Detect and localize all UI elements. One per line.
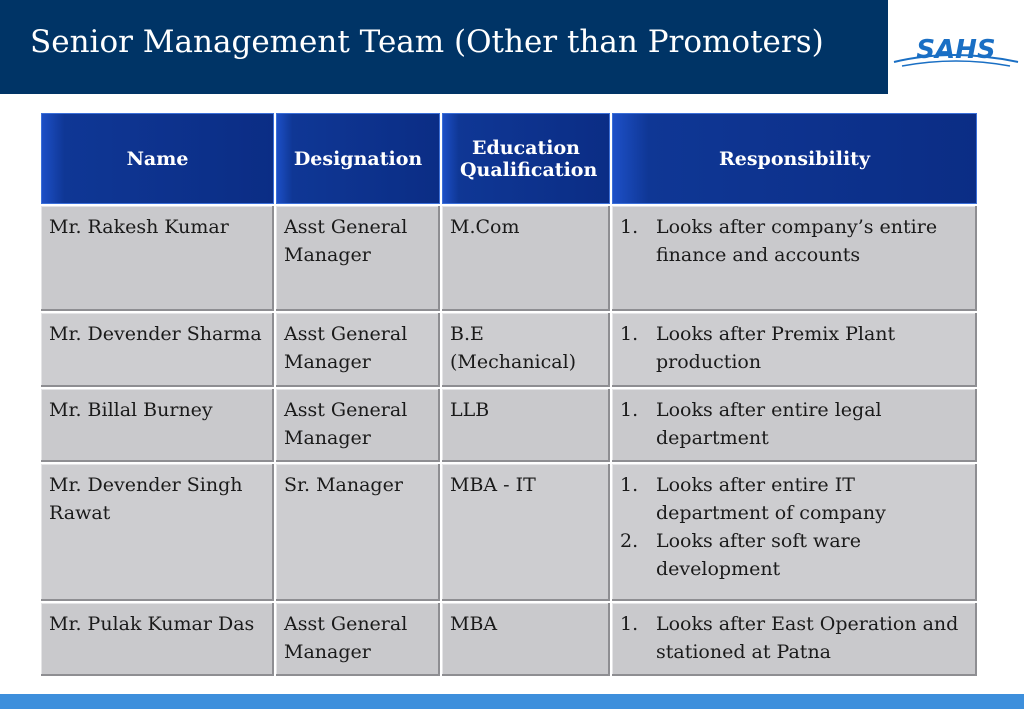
education-cell: LLB bbox=[442, 389, 610, 462]
responsibility-cell: 1. Looks after entire IT department of co… bbox=[612, 464, 977, 601]
table-row: Mr. Billal Burney Asst General Manager LLB… bbox=[41, 389, 977, 462]
list-item-number: 1. bbox=[620, 474, 639, 496]
column-header-education: Education Qualification bbox=[442, 113, 610, 204]
company-logo: SAHS bbox=[893, 35, 1019, 67]
table-row: Mr. Rakesh Kumar Asst General Manager M.Co… bbox=[41, 206, 977, 311]
name-cell: Mr. Devender Sharma bbox=[41, 313, 274, 387]
list-item-text: Looks after Premix Plant production bbox=[656, 323, 896, 373]
designation-cell: Asst General Manager bbox=[276, 206, 440, 311]
table-header-row: Name Designation Education Qualification… bbox=[41, 113, 977, 204]
list-item-number: 1. bbox=[620, 399, 639, 421]
column-header-responsibility: Responsibility bbox=[612, 113, 977, 204]
list-item: 1. Looks after company’s entire finance a… bbox=[620, 213, 969, 269]
list-item-text: Looks after East Operation and stationed… bbox=[656, 613, 959, 663]
bottom-bar bbox=[0, 694, 1024, 709]
responsibility-list: 1. Looks after entire IT department of co… bbox=[620, 471, 969, 583]
list-item-number: 1. bbox=[620, 613, 639, 635]
education-cell: MBA - IT bbox=[442, 464, 610, 601]
list-item: 1. Looks after Premix Plant production bbox=[620, 320, 969, 376]
title-bar: Senior Management Team (Other than Promo… bbox=[0, 0, 888, 94]
name-cell: Mr. Rakesh Kumar bbox=[41, 206, 274, 311]
table-row: Mr. Devender Singh Rawat Sr. Manager MBA -… bbox=[41, 464, 977, 601]
responsibility-list: 1. Looks after company’s entire finance a… bbox=[620, 213, 969, 269]
responsibility-cell: 1. Looks after company’s entire finance a… bbox=[612, 206, 977, 311]
responsibility-list: 1. Looks after entire legal department bbox=[620, 396, 969, 452]
designation-cell: Asst General Manager bbox=[276, 313, 440, 387]
table-row: Mr. Pulak Kumar Das Asst General Manager M… bbox=[41, 603, 977, 676]
list-item: 2. Looks after soft ware development bbox=[620, 527, 969, 583]
list-item-text: Looks after entire IT department of comp… bbox=[656, 474, 886, 524]
column-header-name: Name bbox=[41, 113, 274, 204]
education-cell: MBA bbox=[442, 603, 610, 676]
page-title: Senior Management Team (Other than Promo… bbox=[30, 24, 824, 60]
name-cell: Mr. Devender Singh Rawat bbox=[41, 464, 274, 601]
responsibility-list: 1. Looks after Premix Plant production bbox=[620, 320, 969, 376]
list-item-text: Looks after company’s entire finance and… bbox=[656, 216, 938, 266]
responsibility-list: 1. Looks after East Operation and station… bbox=[620, 610, 969, 666]
management-table: Name Designation Education Qualification… bbox=[39, 111, 979, 678]
name-cell: Mr. Pulak Kumar Das bbox=[41, 603, 274, 676]
list-item-number: 1. bbox=[620, 323, 639, 345]
logo-text: SAHS bbox=[916, 35, 995, 65]
table-row: Mr. Devender Sharma Asst General Manager B… bbox=[41, 313, 977, 387]
list-item: 1. Looks after East Operation and station… bbox=[620, 610, 969, 666]
list-item-number: 2. bbox=[620, 530, 639, 552]
name-cell: Mr. Billal Burney bbox=[41, 389, 274, 462]
table-body: Mr. Rakesh Kumar Asst General Manager M.Co… bbox=[41, 206, 977, 676]
column-header-designation: Designation bbox=[276, 113, 440, 204]
list-item-text: Looks after entire legal department bbox=[656, 399, 882, 449]
designation-cell: Asst General Manager bbox=[276, 389, 440, 462]
designation-cell: Asst General Manager bbox=[276, 603, 440, 676]
designation-cell: Sr. Manager bbox=[276, 464, 440, 601]
list-item: 1. Looks after entire IT department of co… bbox=[620, 471, 969, 527]
responsibility-cell: 1. Looks after entire legal department bbox=[612, 389, 977, 462]
education-cell: M.Com bbox=[442, 206, 610, 311]
responsibility-cell: 1. Looks after East Operation and station… bbox=[612, 603, 977, 676]
list-item: 1. Looks after entire legal department bbox=[620, 396, 969, 452]
education-cell: B.E (Mechanical) bbox=[442, 313, 610, 387]
list-item-number: 1. bbox=[620, 216, 639, 238]
responsibility-cell: 1. Looks after Premix Plant production bbox=[612, 313, 977, 387]
list-item-text: Looks after soft ware development bbox=[656, 530, 861, 580]
